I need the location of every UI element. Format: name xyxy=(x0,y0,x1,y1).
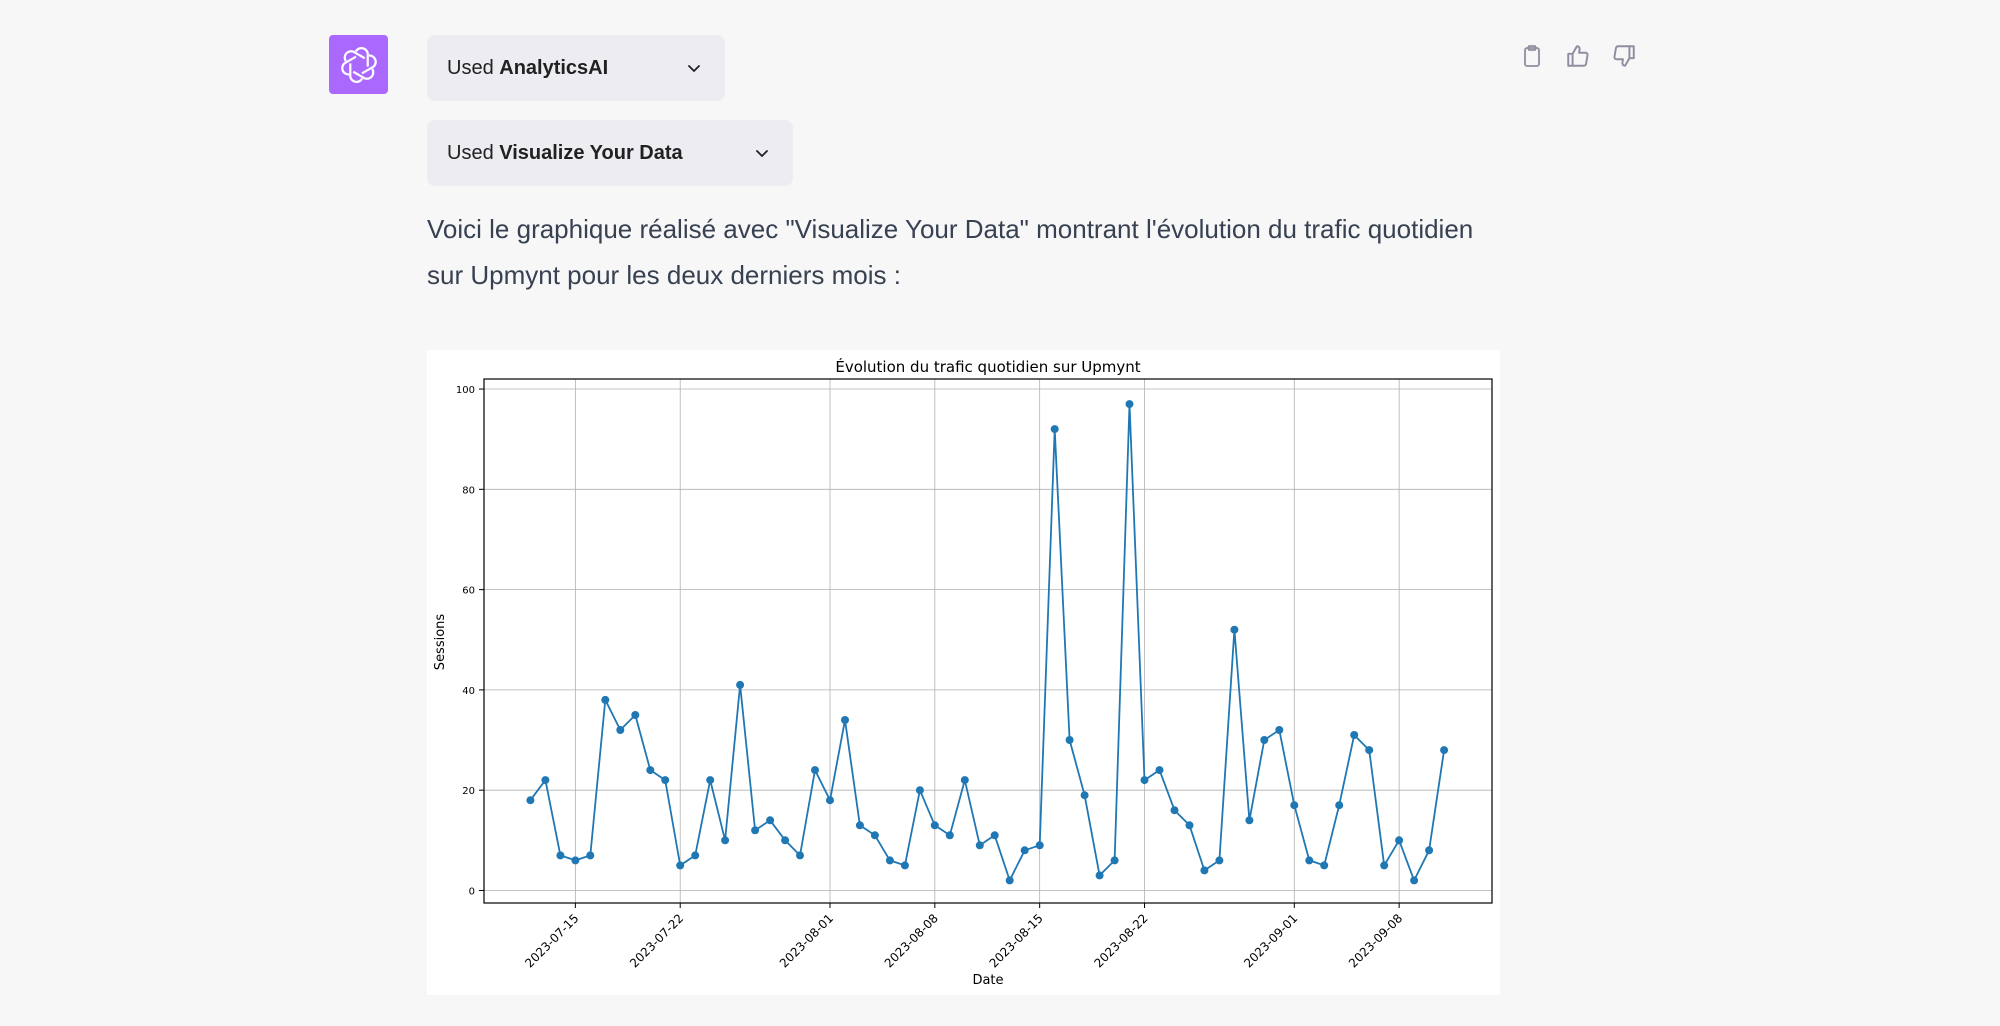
tool-label: Used Visualize Your Data xyxy=(447,141,683,164)
chevron-down-icon xyxy=(751,142,773,164)
data-point xyxy=(616,726,625,734)
data-point xyxy=(1365,746,1374,755)
data-point xyxy=(1215,856,1224,865)
data-point xyxy=(1335,801,1344,810)
data-point xyxy=(1350,731,1359,739)
data-point xyxy=(721,836,730,845)
data-point xyxy=(601,695,610,704)
data-point xyxy=(751,826,760,835)
y-tick-label: 40 xyxy=(462,686,475,697)
y-tick-label: 0 xyxy=(469,886,475,897)
data-point xyxy=(1170,806,1179,815)
data-point xyxy=(990,831,999,840)
data-point xyxy=(1095,871,1104,880)
data-point xyxy=(811,766,819,775)
data-point xyxy=(631,711,640,719)
data-point xyxy=(1320,861,1329,870)
data-point xyxy=(945,831,954,840)
data-point xyxy=(736,680,745,689)
y-tick-label: 80 xyxy=(462,485,475,496)
data-point xyxy=(526,796,535,805)
x-tick-label: 2023-08-01 xyxy=(777,911,836,970)
data-point xyxy=(796,851,804,860)
data-point xyxy=(1380,861,1389,870)
data-point xyxy=(960,776,969,785)
data-point xyxy=(1275,726,1284,734)
line-chart: Évolution du trafic quotidien sur Upmynt… xyxy=(433,357,1493,988)
clipboard-icon[interactable] xyxy=(1516,40,1548,72)
data-point xyxy=(930,821,939,830)
data-point xyxy=(1110,856,1119,865)
data-point xyxy=(1050,425,1059,434)
x-tick-label: 2023-08-08 xyxy=(882,911,941,970)
tool-used-analyticsai[interactable]: Used AnalyticsAI xyxy=(427,35,725,101)
data-point xyxy=(1005,876,1014,885)
chart-image: Évolution du trafic quotidien sur Upmynt… xyxy=(427,350,1500,995)
data-point xyxy=(1035,841,1044,850)
plot-frame xyxy=(483,378,1493,904)
data-point xyxy=(841,716,849,724)
openai-logo-icon xyxy=(340,46,377,83)
data-point xyxy=(586,851,595,860)
data-point xyxy=(826,796,834,805)
data-point xyxy=(661,776,670,785)
y-axis-label: Sessions xyxy=(433,614,448,671)
y-tick-label: 100 xyxy=(456,385,475,396)
data-point xyxy=(556,851,565,860)
tool-used-visualize-your-data[interactable]: Used Visualize Your Data xyxy=(427,120,793,186)
assistant-message-text: Voici le graphique réalisé avec "Visuali… xyxy=(427,214,1474,290)
data-point xyxy=(915,786,924,795)
data-point xyxy=(870,831,879,840)
data-point xyxy=(1125,400,1134,409)
tool-label: Used AnalyticsAI xyxy=(447,56,609,79)
x-tick-label: 2023-07-15 xyxy=(522,911,581,970)
chart-title: Évolution du trafic quotidien sur Upmynt xyxy=(835,357,1140,376)
data-point xyxy=(1260,736,1269,744)
data-point xyxy=(1080,791,1089,800)
data-point xyxy=(885,856,894,865)
x-tick-label: 2023-07-22 xyxy=(627,911,686,970)
data-point xyxy=(1155,766,1164,775)
data-point xyxy=(691,851,700,860)
data-point xyxy=(1065,736,1074,744)
data-point xyxy=(1020,846,1029,855)
x-axis-label: Date xyxy=(972,973,1003,988)
data-point xyxy=(571,856,580,865)
x-tick-label: 2023-09-08 xyxy=(1346,911,1405,970)
y-tick-label: 20 xyxy=(462,786,475,797)
data-point xyxy=(676,861,685,870)
data-point xyxy=(781,836,790,845)
data-point xyxy=(1305,856,1314,865)
data-point xyxy=(1395,836,1404,845)
x-tick-label: 2023-08-15 xyxy=(987,911,1046,970)
thumbs-up-icon[interactable] xyxy=(1562,40,1594,72)
data-point xyxy=(766,816,775,825)
data-point xyxy=(646,766,655,775)
message-actions xyxy=(1516,40,1640,72)
series-line-sessions xyxy=(529,403,1445,882)
chevron-down-icon xyxy=(683,57,705,79)
data-point xyxy=(975,841,984,850)
data-point xyxy=(855,821,864,830)
data-point xyxy=(1245,816,1254,825)
assistant-avatar xyxy=(329,35,388,94)
data-point xyxy=(1410,876,1419,885)
x-tick-label: 2023-08-22 xyxy=(1091,911,1150,970)
data-point xyxy=(706,776,715,785)
data-point xyxy=(900,861,909,870)
data-point xyxy=(1200,866,1209,875)
data-point xyxy=(1185,821,1194,830)
data-point xyxy=(1290,801,1299,810)
y-tick-label: 60 xyxy=(462,586,475,597)
data-point xyxy=(541,776,550,785)
data-point xyxy=(1440,746,1449,755)
data-point xyxy=(1230,625,1239,634)
data-point xyxy=(1140,776,1149,785)
data-point xyxy=(1425,846,1434,855)
x-tick-label: 2023-09-01 xyxy=(1241,911,1300,970)
thumbs-down-icon[interactable] xyxy=(1608,40,1640,72)
